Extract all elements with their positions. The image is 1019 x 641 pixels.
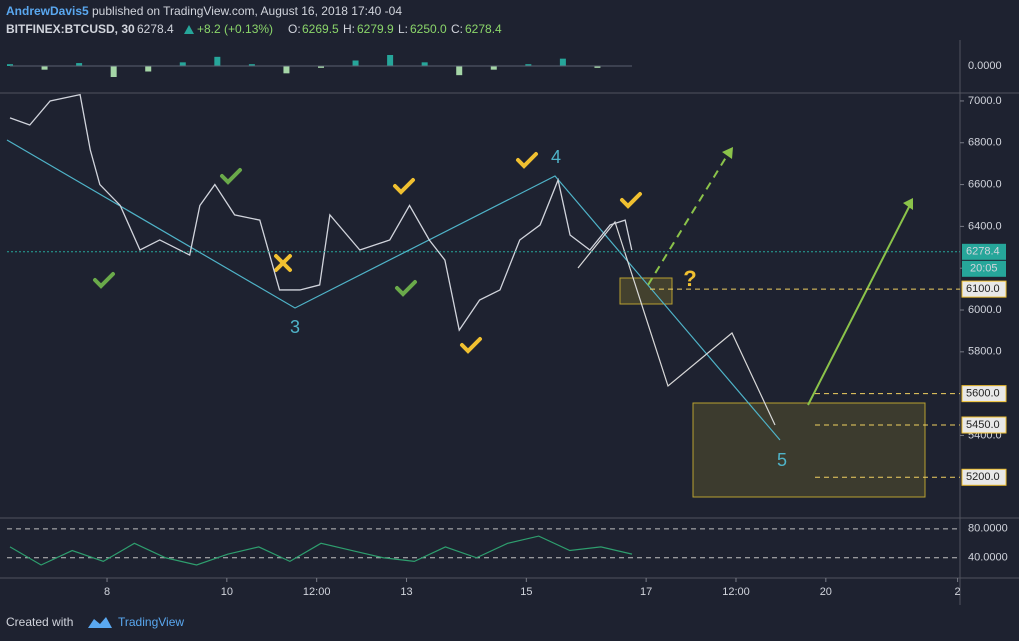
footer-brand: TradingView [118, 615, 184, 629]
y-tick-label: 6600.0 [968, 178, 1002, 190]
macd-bar [179, 62, 186, 66]
annotation: 4 [551, 147, 561, 167]
macd-bar [594, 66, 601, 68]
low: 6250.0 [410, 22, 447, 36]
price-box [961, 468, 1007, 486]
macd-bar [41, 66, 48, 70]
rsi-line [9, 535, 633, 566]
macd-bar [490, 66, 497, 70]
projection-line [577, 220, 776, 426]
price-line [9, 93, 633, 332]
price-label: 5600.0 [966, 388, 1000, 400]
macd-bar [456, 66, 463, 76]
y-tick-label: 6800.0 [968, 137, 1002, 149]
price-label: 6100.0 [966, 283, 1000, 295]
published: published on TradingView.com, August 16,… [92, 4, 402, 18]
macd-bar [145, 66, 152, 72]
macd-tick-label: 0.0000 [968, 60, 1002, 72]
macd-bar [421, 62, 428, 66]
countdown: 20:05 [970, 263, 998, 275]
price-label: 6278.4 [966, 246, 1000, 258]
last: 6278.4 [137, 22, 174, 36]
o-label: O: [288, 22, 301, 36]
macd-bar [318, 66, 324, 68]
rsi-tick-label: 80.0000 [968, 523, 1008, 535]
x-tick-label: 12:00 [303, 586, 331, 598]
y-tick-label: 6000.0 [968, 304, 1002, 316]
price-box [961, 385, 1007, 403]
macd-bar [76, 63, 83, 66]
logo [88, 617, 112, 628]
target-zone [692, 402, 926, 498]
macd-bar [214, 56, 221, 66]
y-tick-label: 5800.0 [968, 346, 1002, 358]
price-box [961, 280, 1007, 298]
c-label: C: [451, 22, 463, 36]
macd-bar [248, 64, 255, 66]
annotation: ? [683, 266, 696, 291]
rsi-tick-label: 40.0000 [968, 552, 1008, 564]
x-tick-label: 12:00 [722, 586, 750, 598]
y-tick-label: 7000.0 [968, 95, 1002, 107]
dashed-arrow [647, 153, 729, 286]
arrow-head [722, 147, 733, 159]
open: 6269.5 [302, 22, 339, 36]
price-box [962, 243, 1006, 260]
checks [93, 152, 642, 354]
x-tick-label: 13 [400, 586, 412, 598]
symbol: BITFINEX:BTCUSD, 30 [6, 22, 135, 36]
change: +8.2 (+0.13%) [197, 22, 273, 36]
x-tick-label: 8 [104, 586, 110, 598]
arrow-head [903, 198, 913, 210]
x-tick-label: 2 [955, 586, 961, 598]
up-icon [184, 25, 194, 34]
annotation: 3 [290, 317, 300, 337]
countdown-box [962, 260, 1006, 277]
h-label: H: [343, 22, 355, 36]
macd-bar [559, 58, 566, 66]
y-tick-label: 6400.0 [968, 220, 1002, 232]
annotation: 5 [777, 450, 787, 470]
macd-bar [525, 64, 532, 66]
x-tick-label: 10 [221, 586, 233, 598]
author[interactable]: AndrewDavis5 [6, 4, 89, 18]
macd-bar [283, 66, 290, 74]
price-label: 5200.0 [966, 471, 1000, 483]
macd-bar [352, 60, 359, 66]
macd-bar [387, 55, 394, 66]
x-tick-label: 20 [820, 586, 832, 598]
price-label: 5450.0 [966, 419, 1000, 431]
high: 6279.9 [357, 22, 394, 36]
footer-text: Created with [6, 615, 73, 629]
macd-bar [7, 64, 13, 66]
wave-line [6, 139, 781, 441]
drawings [6, 139, 926, 498]
close: 6278.4 [465, 22, 502, 36]
macd-bar [110, 66, 117, 77]
x-tick-label: 17 [640, 586, 652, 598]
price-box [961, 416, 1007, 434]
bull-arrow [807, 204, 911, 406]
l-label: L: [398, 22, 408, 36]
x-tick-label: 15 [520, 586, 532, 598]
